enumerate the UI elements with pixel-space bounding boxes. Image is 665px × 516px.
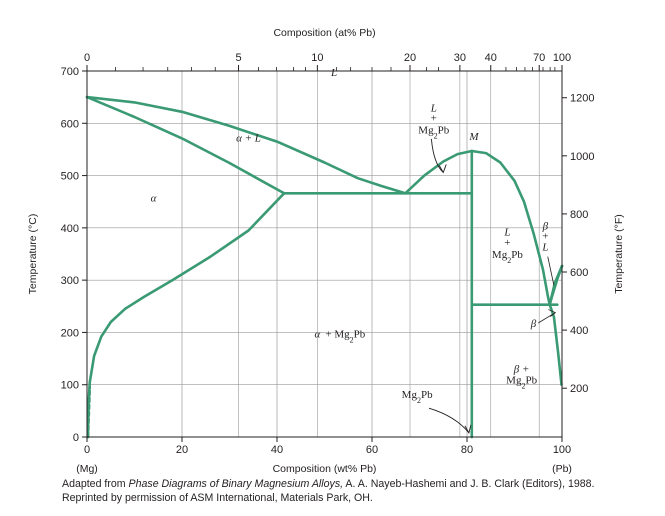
caption-prefix: Adapted from	[62, 478, 129, 490]
x-endpoint-mg: (Mg)	[76, 463, 98, 475]
f-tick-label-800: 800	[570, 209, 588, 221]
region-alpha-mg2pb-rest: + Mg2Pb	[325, 329, 365, 345]
annot-l-mg2pb-left-plus: +	[431, 113, 437, 125]
annot-beta-l-plus: +	[542, 230, 548, 242]
annot-congruent-m: M	[468, 131, 479, 143]
grid-layer	[87, 71, 562, 437]
x-tick-label-60: 60	[366, 444, 378, 456]
f-tick-label-600: 600	[570, 267, 588, 279]
annot-beta: β	[530, 318, 537, 330]
y-tick-label-200: 200	[61, 327, 79, 339]
caption-book-title: Phase Diagrams of Binary Magnesium Alloy…	[128, 478, 344, 490]
x-tick-label-0: 0	[84, 444, 90, 456]
x-axis-title: Composition (wt% Pb)	[273, 463, 377, 475]
phase-boundary-liquidus-mg2pb-left	[403, 149, 474, 195]
y-tick-label-600: 600	[61, 118, 79, 130]
f-tick-label-1200: 1200	[570, 93, 594, 105]
region-alpha-mg2pb-alpha: α	[314, 329, 320, 341]
y-tick-label-100: 100	[61, 380, 79, 392]
caption-suffix: A. A. Nayeb-Hashemi and J. B. Clark (Edi…	[343, 478, 595, 490]
phase-boundary-beta-solidus	[548, 264, 564, 307]
y-tick-label-700: 700	[61, 66, 79, 78]
at-tick-label-5: 40	[485, 52, 497, 64]
region-label-2: α	[151, 193, 157, 205]
top-axis-title: Composition (at% Pb)	[273, 27, 375, 39]
at-tick-label-3: 20	[404, 52, 416, 64]
annot-l-mg2pb-left-l: L	[430, 102, 437, 114]
annot-arrowhead-beta	[548, 309, 557, 317]
figure-caption: Adapted from Phase Diagrams of Binary Ma…	[62, 478, 662, 505]
x-tick-label-20: 20	[176, 444, 188, 456]
y-tick-label-300: 300	[61, 275, 79, 287]
annot-l-mg2pb-left-mg2pb: Mg2Pb	[418, 125, 449, 141]
phase-boundary-alpha-liquidus-solidus	[85, 95, 286, 195]
annot-mg2pb-compound: Mg2Pb	[402, 389, 433, 405]
region-label-0: L	[330, 67, 337, 79]
y-tick-label-500: 500	[61, 171, 79, 183]
x-tick-label-40: 40	[271, 444, 283, 456]
annot-arrow-l-mg2pb	[430, 138, 444, 173]
annot-l-mg2pb-right-l: L	[503, 227, 510, 239]
annot-arrowhead-mg2pb	[464, 424, 472, 435]
f-tick-label-400: 400	[570, 325, 588, 337]
x-endpoint-pb: (Pb)	[552, 463, 572, 475]
annot-beta-l-l: L	[541, 241, 548, 253]
y-axis-title-left: Temperature (°C)	[27, 214, 39, 295]
annot-arrow-beta-l	[547, 256, 555, 286]
plot-frame	[86, 70, 563, 438]
y-axis-title-right: Temperature (°F)	[613, 214, 625, 293]
at-tick-label-4: 30	[454, 52, 466, 64]
annot-arrowhead-l-mg2pb	[438, 164, 447, 174]
y-tick-label-400: 400	[61, 223, 79, 235]
annot-arrow-beta	[538, 312, 556, 324]
at-tick-label-1: 5	[235, 52, 241, 64]
phase-boundary-alpha-solvus-low	[86, 385, 92, 439]
at-tick-label-6: 70	[533, 52, 545, 64]
x-tick-label-80: 80	[461, 444, 473, 456]
at-tick-label-2: 10	[311, 52, 323, 64]
y-tick-label-0: 0	[73, 432, 79, 444]
phase-boundary-liquidus-mg2pb-right	[470, 149, 552, 307]
phase-boundary-alpha-solvus	[86, 192, 286, 439]
at-tick-label-7: 100	[553, 52, 571, 64]
annot-beta-l-beta: β	[542, 220, 549, 232]
f-tick-label-1000: 1000	[570, 151, 594, 163]
at-tick-label-0: 0	[84, 52, 90, 64]
annot-l-mg2pb-right-plus: +	[504, 237, 510, 249]
annot-beta-mg2pb-line1: β +	[513, 364, 530, 376]
phase-boundary-beta-solvus	[548, 303, 563, 387]
annot-l-mg2pb-right-mg2pb: Mg2Pb	[492, 249, 523, 265]
x-tick-label-100: 100	[553, 444, 571, 456]
phase-boundary-liquidus-mg	[85, 95, 407, 195]
f-tick-label-200: 200	[570, 383, 588, 395]
annot-beta-mg2pb-line2: Mg2Pb	[506, 375, 537, 391]
caption-line-2: Reprinted by permission of ASM Internati…	[62, 491, 373, 504]
region-label-1: α + L	[236, 133, 261, 145]
annot-arrow-mg2pb	[428, 407, 470, 434]
